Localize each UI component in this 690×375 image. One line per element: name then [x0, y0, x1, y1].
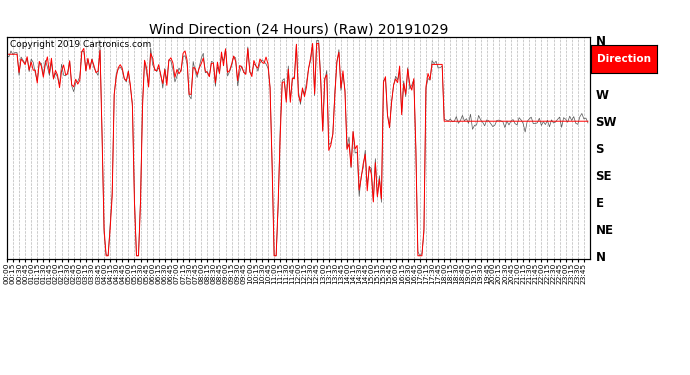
Title: Wind Direction (24 Hours) (Raw) 20191029: Wind Direction (24 Hours) (Raw) 20191029	[149, 22, 448, 36]
Text: Copyright 2019 Cartronics.com: Copyright 2019 Cartronics.com	[10, 40, 152, 49]
Text: Direction: Direction	[597, 54, 651, 64]
